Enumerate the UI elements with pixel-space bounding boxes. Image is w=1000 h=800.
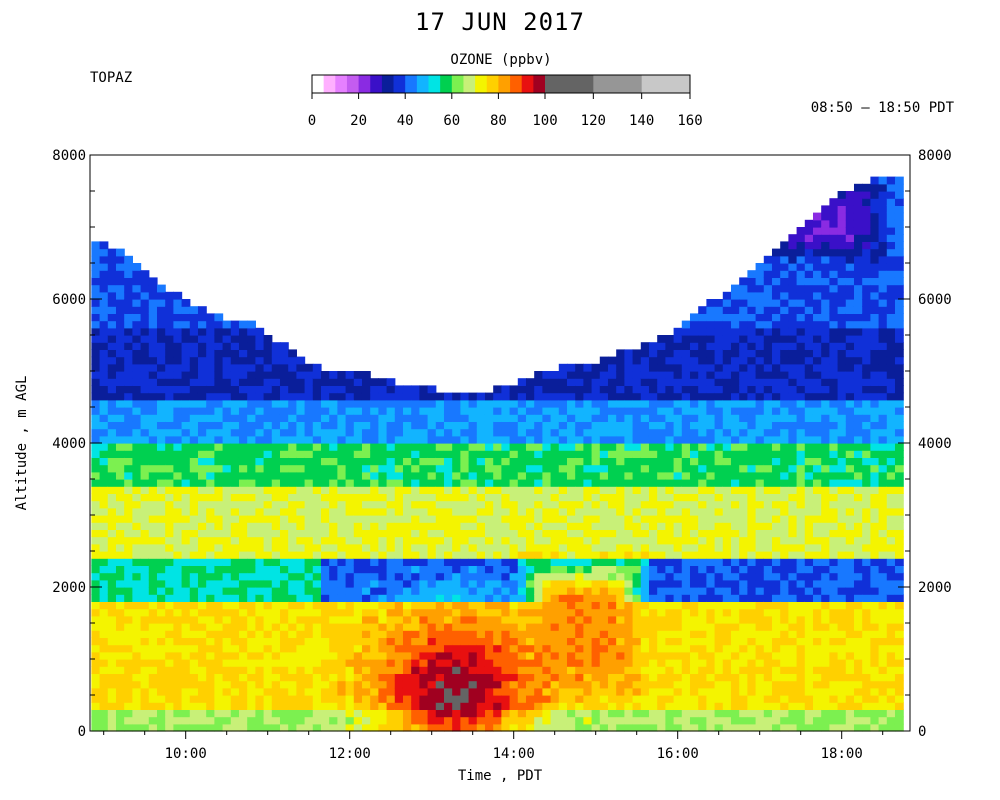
y-tick-label-right: 2000 [918, 580, 952, 596]
colorbar-segment [486, 75, 499, 93]
y-axis-label: Altitude , m AGL [14, 376, 30, 511]
colorbar-segment [370, 75, 383, 93]
colorbar-segment [393, 75, 406, 93]
colorbar-tick-label: 60 [443, 113, 461, 129]
colorbar-segment [312, 75, 325, 93]
y-tick-label-left: 4000 [52, 436, 86, 452]
colorbar-tick-label: 0 [307, 113, 317, 129]
time-range-label: 08:50 – 18:50 PDT [810, 100, 954, 116]
x-tick-label: 10:00 [165, 746, 207, 762]
colorbar [311, 74, 691, 99]
colorbar-segment [451, 75, 464, 93]
colorbar-segment [545, 75, 594, 93]
colorbar-tick-label: 100 [532, 113, 558, 129]
colorbar-segment [358, 75, 371, 93]
colorbar-segment [416, 75, 429, 93]
y-tick-label-right: 4000 [918, 436, 952, 452]
x-tick-label: 12:00 [329, 746, 371, 762]
colorbar-segment [521, 75, 534, 93]
colorbar-tick-label: 80 [489, 113, 507, 129]
x-tick-label: 16:00 [657, 746, 699, 762]
colorbar-segment [405, 75, 418, 93]
colorbar-segment [593, 75, 643, 93]
colorbar-frame [311, 74, 691, 94]
colorbar-segment [428, 75, 441, 93]
colorbar-segment [498, 75, 511, 93]
y-tick-label-left: 0 [78, 724, 86, 740]
colorbar-title: OZONE (ppbv) [450, 52, 552, 68]
y-tick-label-right: 8000 [918, 148, 952, 164]
colorbar-tick-label: 40 [396, 113, 414, 129]
colorbar-tick-label: 120 [580, 113, 606, 129]
y-tick-label-left: 6000 [52, 292, 86, 308]
colorbar-segment [323, 75, 336, 93]
y-tick-label-right: 6000 [918, 292, 952, 308]
colorbar-segment [463, 75, 476, 93]
colorbar-segment [346, 75, 359, 93]
y-tick-label-right: 0 [918, 724, 926, 740]
x-tick-label: 14:00 [493, 746, 535, 762]
colorbar-tick-label: 140 [629, 113, 655, 129]
colorbar-tick-label: 160 [677, 113, 703, 129]
colorbar-segment [510, 75, 523, 93]
colorbar-tick-label: 20 [350, 113, 368, 129]
site-label: TOPAZ [90, 70, 133, 86]
colorbar-segment [475, 75, 488, 93]
colorbar-segment [641, 75, 691, 93]
chart-title: 17 JUN 2017 [415, 8, 585, 36]
y-tick-label-left: 2000 [52, 580, 86, 596]
ozone-field [91, 176, 904, 732]
colorbar-segment [440, 75, 453, 93]
colorbar-segment [533, 75, 546, 93]
x-tick-label: 18:00 [821, 746, 863, 762]
y-tick-label-left: 8000 [52, 148, 86, 164]
colorbar-segment [381, 75, 394, 93]
colorbar-segment [335, 75, 348, 93]
x-axis-label: Time , PDT [458, 768, 543, 784]
